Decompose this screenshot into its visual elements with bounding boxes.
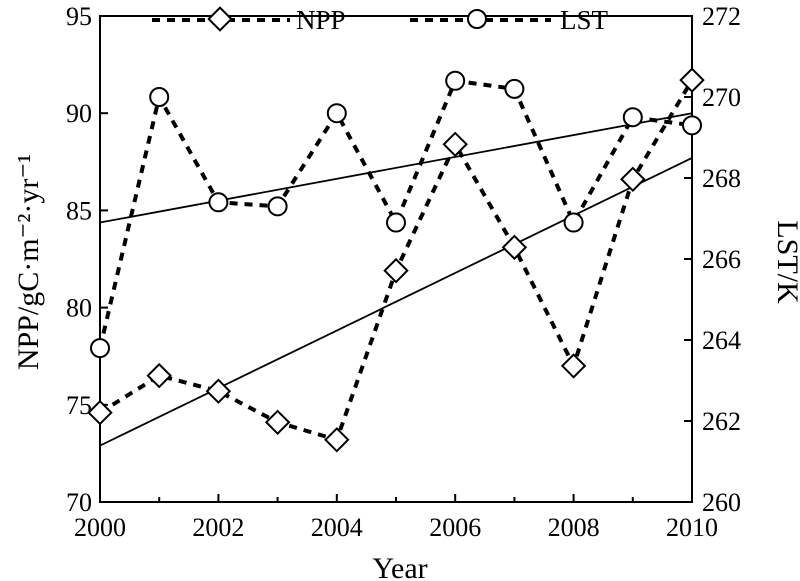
- right-axis-ticks: 260 262 264 266 268 270 272: [684, 2, 741, 517]
- legend-label-lst: LST: [560, 5, 609, 35]
- right-tick-label: 262: [702, 407, 741, 436]
- npp-point: [383, 257, 409, 284]
- right-tick-label: 264: [702, 326, 741, 355]
- right-tick-label: 266: [702, 245, 741, 274]
- lst-point: [208, 192, 229, 213]
- npp-point: [324, 427, 350, 453]
- legend-label-npp: NPP: [296, 5, 346, 35]
- left-tick-label: 90: [66, 99, 92, 128]
- trend-line-lst: [99, 112, 693, 224]
- left-tick-label: 75: [66, 391, 92, 420]
- x-tick-label: 2000: [74, 513, 126, 542]
- npp-point: [679, 67, 705, 93]
- right-tick-label: 272: [702, 2, 741, 31]
- lst-point: [622, 107, 643, 128]
- lst-point: [267, 196, 288, 217]
- right-axis-title: LST/K: [771, 220, 800, 304]
- left-tick-label: 80: [66, 294, 92, 323]
- legend: NPP LST: [152, 5, 609, 35]
- lst-point: [149, 87, 170, 107]
- lst-point: [326, 103, 347, 124]
- lst-point: [386, 212, 406, 233]
- lst-point: [445, 70, 466, 91]
- left-tick-label: 95: [66, 2, 92, 31]
- legend-marker-npp: [207, 6, 233, 32]
- right-tick-label: 268: [702, 164, 741, 193]
- series-markers: [87, 67, 705, 453]
- x-tick-label: 2004: [311, 513, 363, 542]
- left-axis-title: NPP/gC·m⁻²·yr⁻¹: [12, 154, 45, 370]
- series-line-lst: [98, 78, 693, 349]
- npp-point: [560, 353, 587, 379]
- x-tick-label: 2010: [666, 513, 718, 542]
- right-tick-label: 260: [702, 488, 741, 517]
- x-tick-label: 2002: [192, 513, 244, 542]
- npp-point: [264, 409, 291, 436]
- x-tick-label: 2008: [548, 513, 600, 542]
- npp-point: [146, 362, 172, 389]
- x-axis-ticks: 2000 2002 2004 2006 2008 2010: [74, 494, 718, 542]
- npp-point: [205, 378, 232, 404]
- npp-point: [620, 166, 646, 193]
- npp-point: [442, 131, 468, 158]
- npp-point: [501, 234, 528, 261]
- left-tick-label: 85: [66, 196, 92, 225]
- trend-lines: [99, 112, 693, 447]
- x-tick-label: 2006: [429, 513, 481, 542]
- lst-point: [682, 115, 702, 136]
- npp-point: [87, 399, 113, 426]
- x-axis-title: Year: [372, 552, 427, 581]
- right-tick-label: 270: [702, 83, 741, 112]
- lst-point: [504, 78, 525, 99]
- trend-line-npp: [99, 157, 693, 447]
- left-tick-label: 70: [66, 488, 92, 517]
- left-axis-ticks: 70 75 80 85 90 95: [66, 2, 108, 517]
- lst-point: [563, 212, 584, 233]
- legend-marker-lst: [467, 9, 487, 29]
- lst-point: [90, 338, 110, 359]
